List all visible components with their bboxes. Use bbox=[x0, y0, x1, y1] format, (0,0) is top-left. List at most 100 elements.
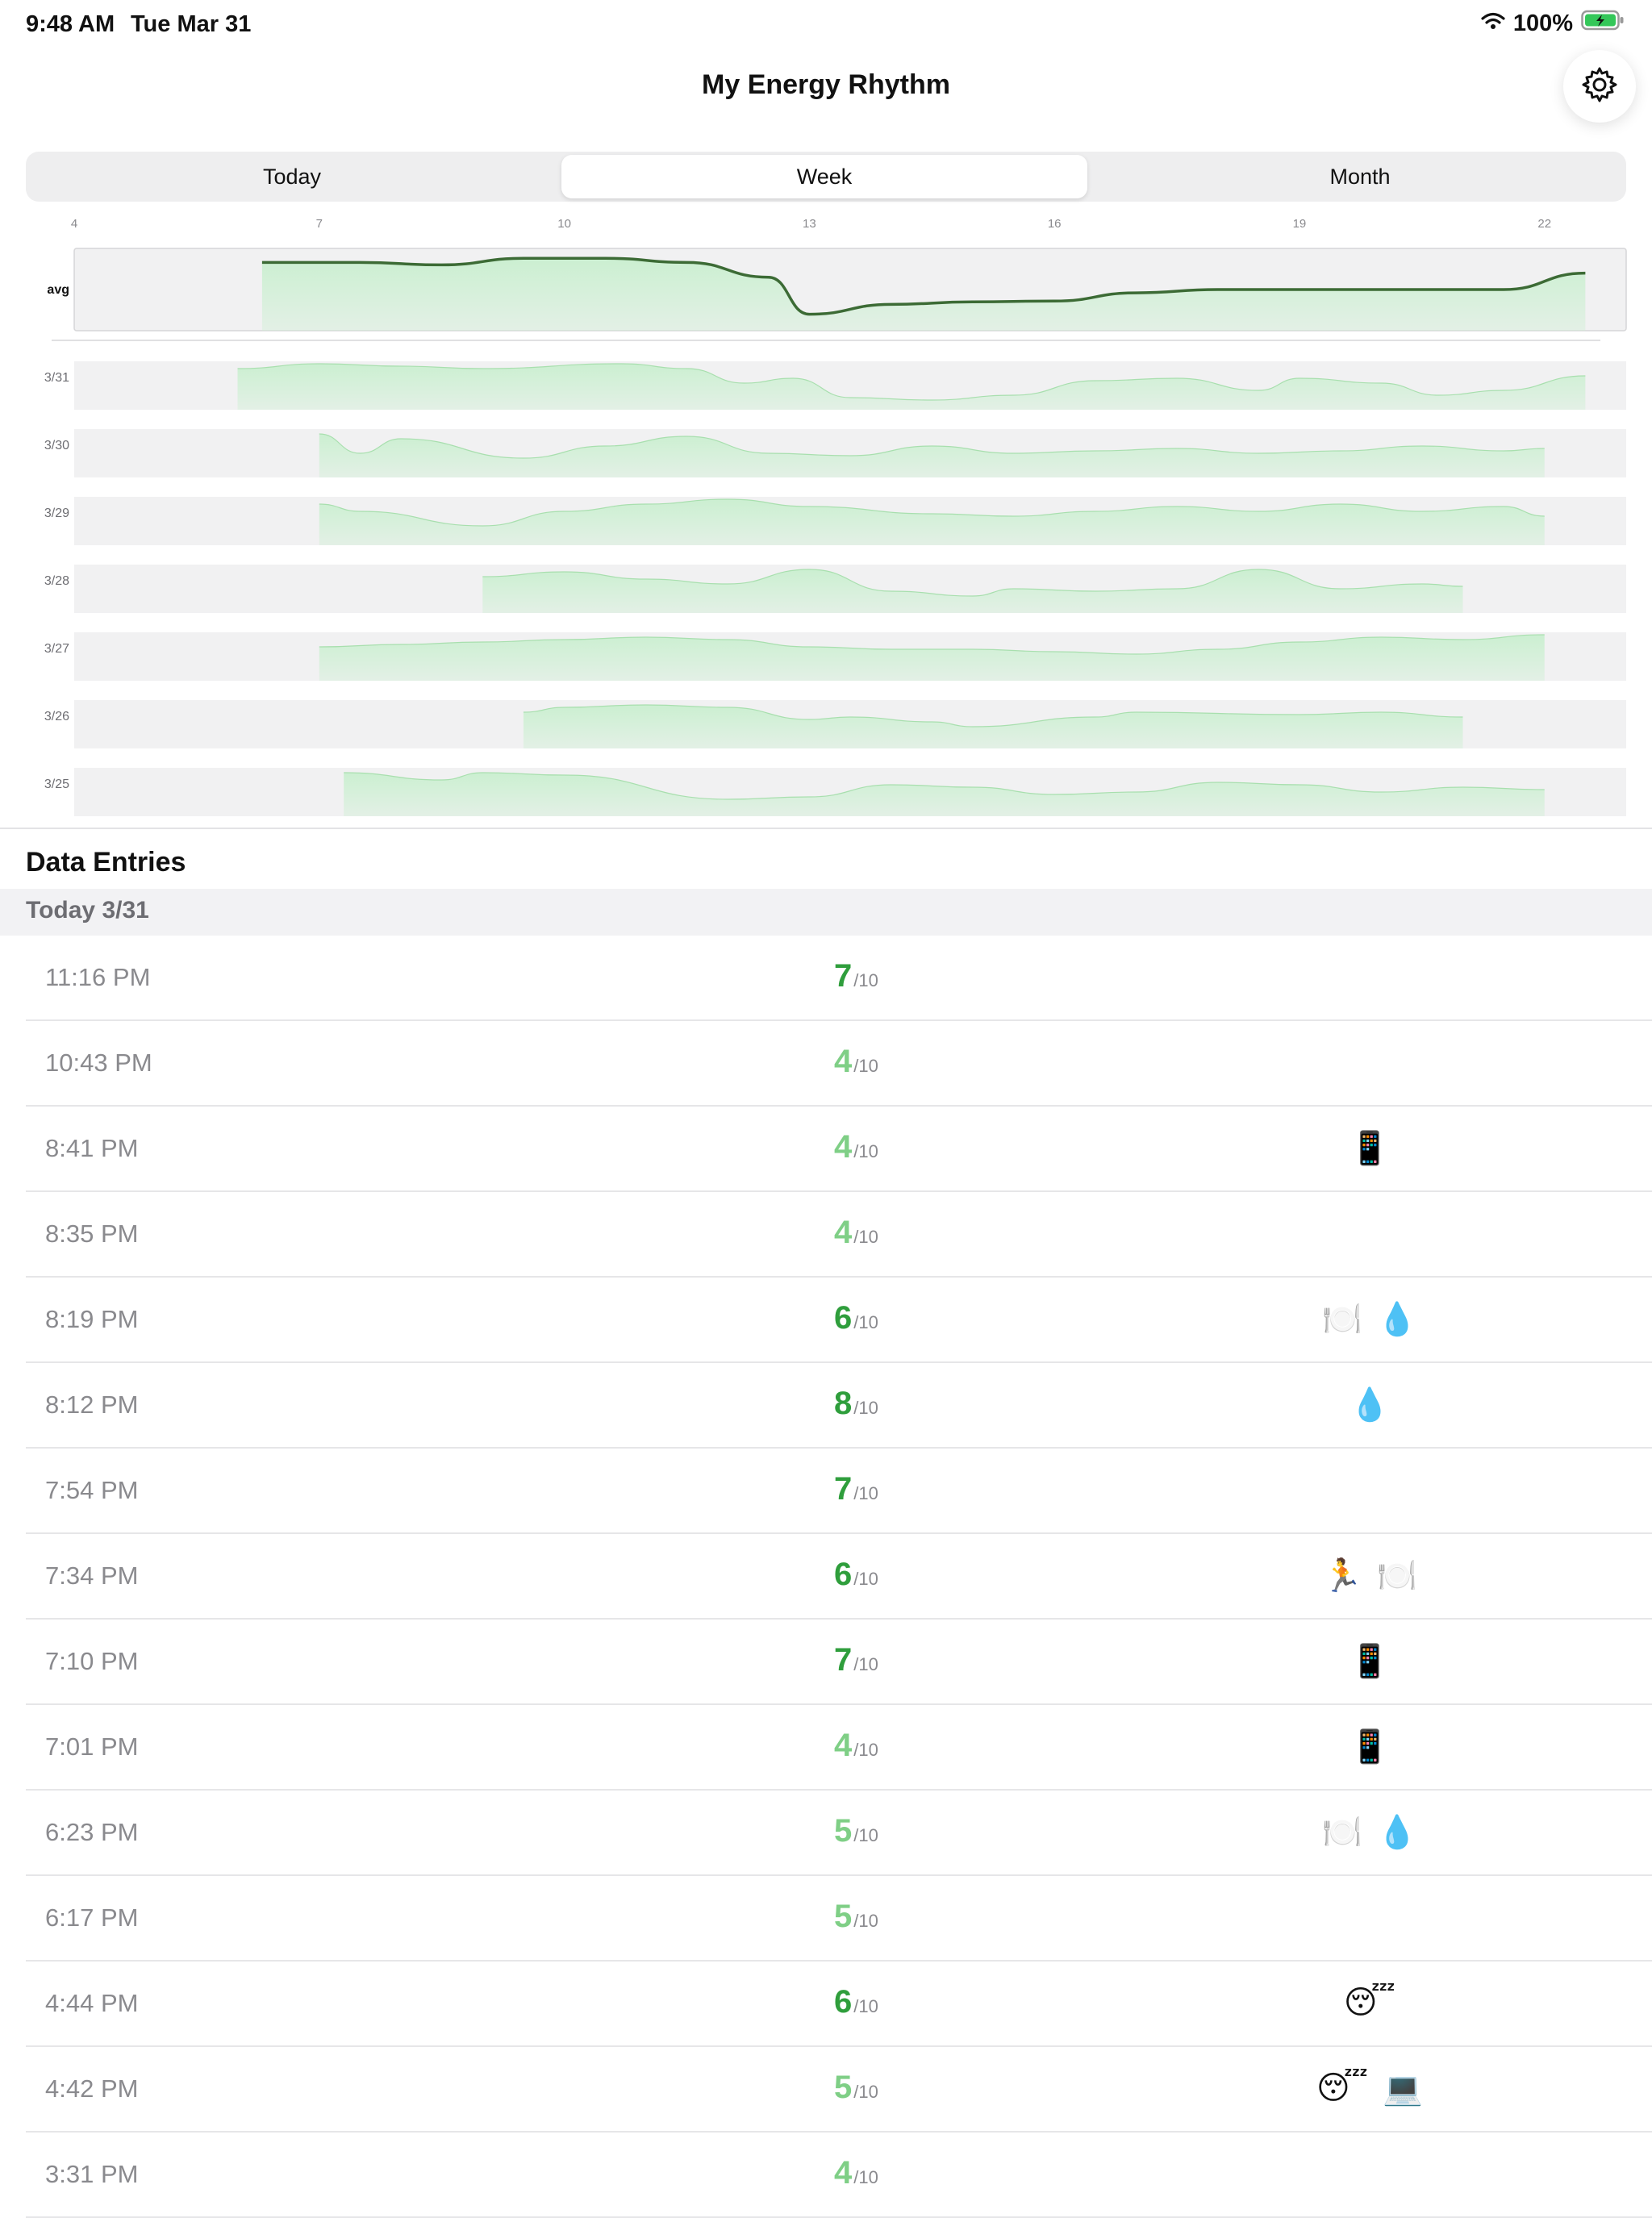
score-denominator: /10 bbox=[853, 1312, 878, 1332]
score-denominator: /10 bbox=[853, 2082, 878, 2102]
day-energy-line bbox=[319, 634, 1545, 655]
entry-row[interactable]: 7:01 PM 4/10 📱 bbox=[26, 1705, 1652, 1791]
entry-score: 7/10 bbox=[834, 1642, 878, 1678]
status-time: 9:48 AM bbox=[26, 11, 115, 37]
entry-tags: 😴 bbox=[1305, 1984, 1434, 2021]
entry-row[interactable]: 8:12 PM 8/10 💧 bbox=[26, 1363, 1652, 1449]
entry-time: 8:41 PM bbox=[45, 1134, 139, 1162]
day-section-header: Today 3/31 bbox=[0, 889, 1652, 936]
entry-tags: 🍽️ 💧 bbox=[1305, 1300, 1434, 1338]
tab-today-label: Today bbox=[262, 164, 322, 189]
score-value: 5 bbox=[834, 1813, 853, 1849]
entry-score: 8/10 bbox=[834, 1386, 878, 1422]
status-date: Tue Mar 31 bbox=[131, 11, 252, 37]
entry-time: 7:10 PM bbox=[45, 1647, 139, 1675]
entry-time: 11:16 PM bbox=[45, 963, 151, 991]
score-denominator: /10 bbox=[853, 1569, 878, 1589]
day-section-label: Today 3/31 bbox=[26, 897, 149, 923]
tag-emoji: 💻 bbox=[1383, 2071, 1423, 2107]
entry-row[interactable]: 4:44 PM 6/10 😴 bbox=[26, 1962, 1652, 2047]
entry-score: 6/10 bbox=[834, 1984, 878, 2020]
entry-row[interactable]: 11:16 PM 7/10 bbox=[26, 936, 1652, 1021]
tag-emoji: 🍽️ bbox=[1322, 1815, 1362, 1850]
tag-emoji: 📱 bbox=[1350, 1729, 1390, 1765]
x-tick-label: 22 bbox=[1537, 217, 1551, 231]
entry-score: 4/10 bbox=[834, 1728, 878, 1764]
entry-row[interactable]: 7:34 PM 6/10 🏃 🍽️ bbox=[26, 1534, 1652, 1620]
day-energy-area bbox=[482, 569, 1463, 613]
entry-row[interactable]: 6:17 PM 5/10 bbox=[26, 1876, 1652, 1962]
entry-score: 4/10 bbox=[834, 2155, 878, 2191]
entry-score: 4/10 bbox=[834, 1215, 878, 1251]
entry-score: 6/10 bbox=[834, 1557, 878, 1593]
score-value: 4 bbox=[834, 2155, 853, 2191]
score-denominator: /10 bbox=[853, 1740, 878, 1760]
day-energy-area bbox=[344, 773, 1545, 816]
tab-week[interactable]: Week bbox=[561, 155, 1087, 198]
entry-row[interactable]: 8:35 PM 4/10 bbox=[26, 1192, 1652, 1278]
tab-week-label: Week bbox=[796, 164, 853, 189]
entry-row[interactable]: 4:42 PM 5/10 😴 💻 bbox=[26, 2047, 1652, 2133]
day-energy-area bbox=[319, 499, 1545, 545]
day-energy-area bbox=[319, 434, 1545, 477]
entry-row[interactable]: 3:31 PM 4/10 bbox=[26, 2133, 1652, 2218]
entry-tags: 📱 bbox=[1305, 1728, 1434, 1766]
battery-icon bbox=[1581, 10, 1625, 37]
day-energy-area bbox=[237, 364, 1586, 410]
entry-score: 5/10 bbox=[834, 2070, 878, 2106]
score-value: 7 bbox=[834, 1642, 853, 1678]
entry-tags: 💧 bbox=[1305, 1386, 1434, 1424]
score-denominator: /10 bbox=[853, 1825, 878, 1845]
entry-tags: 📱 bbox=[1305, 1129, 1434, 1167]
entry-score: 4/10 bbox=[834, 1044, 878, 1080]
tag-emoji: 🍽️ bbox=[1377, 1558, 1417, 1594]
score-value: 4 bbox=[834, 1044, 853, 1079]
score-value: 4 bbox=[834, 1728, 853, 1763]
x-tick-label: 4 bbox=[71, 217, 77, 231]
entry-score: 7/10 bbox=[834, 1471, 878, 1507]
day-row-label: 3/31 bbox=[44, 371, 69, 385]
score-denominator: /10 bbox=[853, 2167, 878, 2187]
entry-row[interactable]: 8:19 PM 6/10 🍽️ 💧 bbox=[26, 1278, 1652, 1363]
gear-icon bbox=[1580, 65, 1619, 108]
x-tick-label: 10 bbox=[557, 217, 571, 231]
tag-emoji: 📱 bbox=[1350, 1131, 1390, 1166]
tag-emoji: 💧 bbox=[1377, 1302, 1417, 1337]
day-row-label: 3/28 bbox=[44, 574, 69, 588]
score-value: 4 bbox=[834, 1215, 853, 1250]
x-tick-label: 7 bbox=[316, 217, 323, 231]
entry-time: 4:42 PM bbox=[45, 2074, 139, 2103]
entry-row[interactable]: 7:10 PM 7/10 📱 bbox=[26, 1620, 1652, 1705]
status-right: 100% bbox=[1481, 10, 1625, 37]
score-denominator: /10 bbox=[853, 1227, 878, 1247]
entry-score: 6/10 bbox=[834, 1300, 878, 1336]
energy-rhythm-chart: 4 7 10 13 16 19 22 avg 3/31 3/30 3/29 3/28 3/27 3/26 3… bbox=[44, 217, 1627, 816]
day-energy-line bbox=[319, 498, 1545, 527]
day-row-label: 3/30 bbox=[44, 439, 69, 452]
entry-time: 3:31 PM bbox=[45, 2160, 139, 2188]
score-denominator: /10 bbox=[853, 1056, 878, 1076]
settings-button[interactable] bbox=[1563, 50, 1636, 123]
entry-row[interactable]: 8:41 PM 4/10 📱 bbox=[26, 1107, 1652, 1192]
entry-row[interactable]: 7:54 PM 7/10 bbox=[26, 1449, 1652, 1534]
entry-time: 7:54 PM bbox=[45, 1476, 139, 1504]
avg-row-label: avg bbox=[47, 283, 69, 297]
entry-row[interactable]: 10:43 PM 4/10 bbox=[26, 1021, 1652, 1107]
status-bar: 9:48 AM Tue Mar 31 100% bbox=[0, 0, 1652, 52]
entry-time: 7:34 PM bbox=[45, 1561, 139, 1590]
entry-row[interactable]: 6:23 PM 5/10 🍽️ 💧 bbox=[26, 1791, 1652, 1876]
x-tick-label: 13 bbox=[803, 217, 816, 231]
tab-month[interactable]: Month bbox=[1097, 155, 1623, 198]
score-value: 5 bbox=[834, 2070, 853, 2105]
x-tick-label: 16 bbox=[1048, 217, 1062, 231]
score-denominator: /10 bbox=[853, 1483, 878, 1503]
entry-tags: 📱 bbox=[1305, 1642, 1434, 1680]
entry-time: 6:23 PM bbox=[45, 1818, 139, 1846]
tag-emoji: 🍽️ bbox=[1322, 1302, 1362, 1337]
range-segmented-control: Today Week Month bbox=[26, 152, 1626, 202]
wifi-icon bbox=[1481, 10, 1505, 37]
avg-area bbox=[261, 258, 1586, 331]
data-entries-heading: Data Entries bbox=[26, 847, 186, 878]
tab-today[interactable]: Today bbox=[29, 155, 555, 198]
entry-time: 10:43 PM bbox=[45, 1049, 152, 1077]
